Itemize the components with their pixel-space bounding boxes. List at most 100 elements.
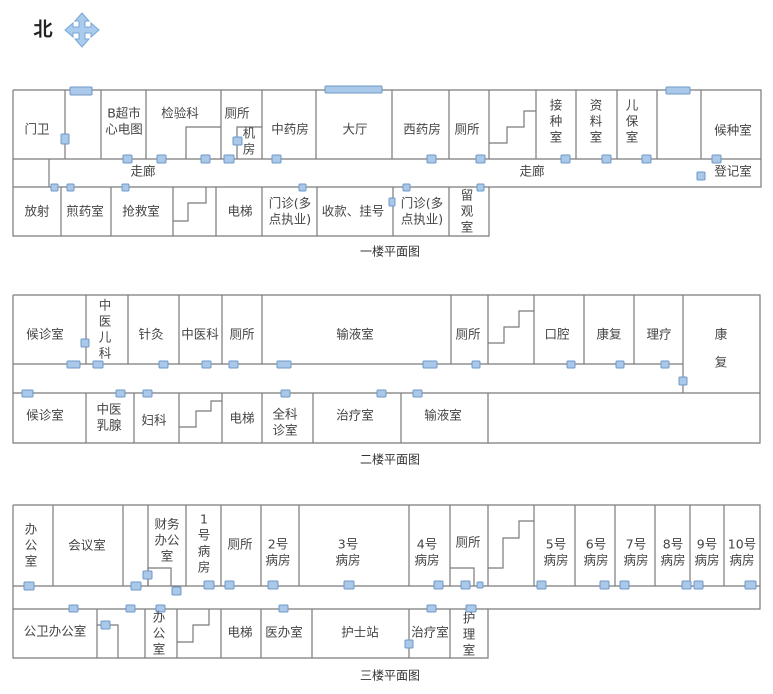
room-label: 电梯 (227, 625, 252, 640)
room[interactable]: 大厅 (342, 122, 367, 137)
door-marker (599, 580, 610, 590)
room[interactable]: 输液室 (424, 408, 462, 423)
room[interactable]: 候诊室 (26, 408, 64, 423)
room[interactable]: 公卫办公室 (24, 624, 87, 639)
wall (12, 294, 761, 444)
room[interactable]: 候诊室 (26, 327, 64, 342)
room[interactable]: 厕所 (224, 106, 249, 121)
room-label: 病房 (623, 553, 648, 568)
room-label: 医办室 (265, 625, 303, 640)
room[interactable]: 治疗室 (336, 408, 374, 423)
room[interactable]: 会议室 (68, 538, 106, 553)
room[interactable]: 办公室 (153, 610, 166, 657)
room-label: 7号 (626, 537, 646, 552)
room-label: 观 (461, 204, 474, 219)
room[interactable]: 接种室 (550, 98, 563, 145)
room[interactable]: 厕所 (229, 327, 254, 342)
room[interactable]: 输液室 (336, 327, 374, 342)
room-label: 办 (153, 610, 166, 625)
room[interactable]: 检验科 (161, 106, 199, 121)
room-label: 室 (153, 642, 166, 657)
room[interactable]: 办公室 (25, 522, 38, 569)
room[interactable]: 电梯 (227, 625, 252, 640)
four-way-arrow-icon (64, 12, 100, 48)
room[interactable]: 康复 (715, 327, 728, 370)
room[interactable]: 口腔 (544, 327, 569, 342)
room-label: 科 (99, 346, 112, 361)
room[interactable]: 收款、挂号 (322, 204, 385, 219)
room[interactable]: 医办室 (265, 625, 303, 640)
door-marker (412, 389, 423, 398)
room[interactable]: 电梯 (229, 411, 254, 426)
room[interactable]: 走廊 (130, 164, 155, 179)
room-label: 儿 (626, 98, 639, 113)
room[interactable]: 机房 (243, 126, 256, 157)
room-label: 走廊 (130, 164, 155, 179)
door-marker (376, 389, 387, 398)
room[interactable]: 护理室 (463, 611, 476, 658)
room-label: 公 (25, 538, 38, 553)
room-label: 大厅 (342, 122, 367, 137)
room[interactable]: 西药房 (403, 122, 441, 137)
room[interactable]: 中医科 (181, 327, 219, 342)
room[interactable]: 针灸 (138, 327, 163, 342)
room[interactable]: 资料室 (590, 98, 603, 145)
room[interactable]: 厕所 (227, 537, 252, 552)
room-label: 电梯 (229, 411, 254, 426)
room-label: 中药房 (271, 122, 309, 137)
room[interactable]: 妇科 (141, 413, 167, 428)
room[interactable]: 康复 (596, 327, 622, 342)
room[interactable]: 候种室 (714, 123, 752, 138)
room[interactable]: 抢救室 (122, 204, 160, 219)
room[interactable]: 治疗室 (411, 625, 449, 640)
room-label: 6号 (586, 537, 606, 552)
room[interactable]: 煎药室 (66, 204, 104, 219)
room[interactable]: 中药房 (271, 122, 309, 137)
stairs-icon (173, 187, 207, 222)
room[interactable]: 走廊 (519, 164, 544, 179)
room-label: 点执业) (401, 212, 443, 227)
room[interactable]: 厕所 (454, 122, 479, 137)
floor-title: 一楼平面图 (360, 244, 420, 259)
door-marker (388, 197, 396, 207)
room[interactable]: 理疗 (646, 327, 671, 342)
room-label: 办公 (154, 533, 180, 548)
door-marker (203, 580, 215, 590)
room[interactable]: 放射 (24, 204, 49, 219)
wall (450, 567, 475, 586)
room[interactable]: 护士站 (341, 625, 379, 640)
room-label: 种 (550, 114, 563, 129)
room[interactable]: 儿保室 (626, 98, 639, 145)
room-label: 康 (715, 327, 728, 342)
room[interactable]: 电梯 (227, 204, 252, 219)
room[interactable]: 厕所 (455, 535, 480, 550)
room[interactable]: 门卫 (24, 122, 49, 137)
door-marker (68, 604, 79, 613)
room[interactable]: 登记室 (714, 164, 752, 179)
room[interactable]: 厕所 (455, 327, 480, 342)
room-label: 理 (463, 627, 476, 642)
room-label: 候诊室 (26, 408, 64, 423)
room[interactable]: 留观室 (461, 188, 474, 235)
room-label: 西药房 (403, 122, 441, 137)
door-marker (271, 154, 282, 164)
room-label: 煎药室 (66, 204, 104, 219)
floor-title: 三楼平面图 (360, 668, 420, 683)
